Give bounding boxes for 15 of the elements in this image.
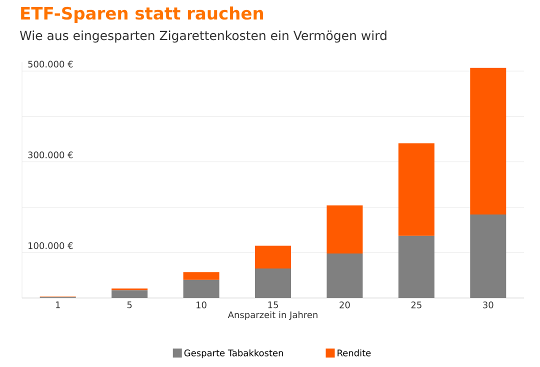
chart-title: ETF-Sparen statt rauchen <box>21 6 264 23</box>
legend-label: Gesparte Tabakkosten <box>184 349 283 358</box>
x-axis-title: Ansparzeit in Jahren <box>228 311 318 320</box>
x-tick-label: 10 <box>196 302 206 308</box>
x-tick-label: 20 <box>340 302 350 308</box>
x-tick-label: 30 <box>483 302 494 308</box>
chart-subtitle: Wie aus eingesparten Zigarettenkosten ein Vermögen wird <box>20 30 386 43</box>
y-tick-label: 300.000 € <box>28 152 73 158</box>
x-tick-label: 1 <box>56 302 60 308</box>
x-tick-label: 15 <box>268 302 278 308</box>
y-tick-label: 100.000 € <box>28 242 73 250</box>
x-tick-label: 5 <box>127 302 132 308</box>
x-tick-label: 25 <box>411 302 422 308</box>
legend-label: Rendite <box>338 349 371 356</box>
y-tick-label: 500.000 € <box>28 60 73 68</box>
